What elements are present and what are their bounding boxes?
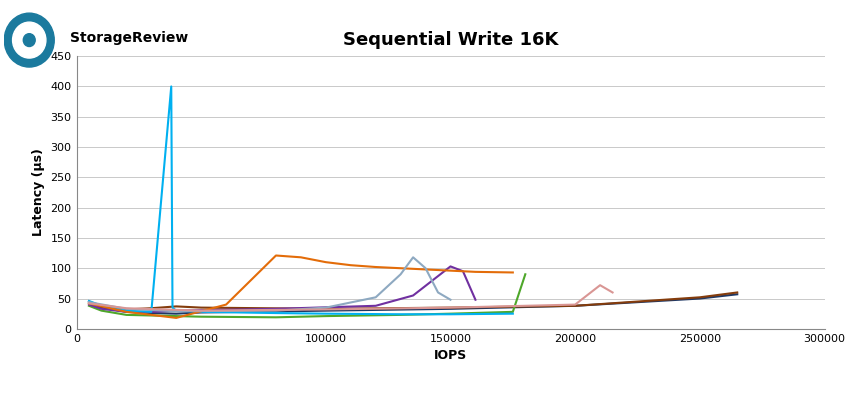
Title: Sequential Write 16K: Sequential Write 16K xyxy=(343,31,558,49)
Circle shape xyxy=(23,34,35,47)
Y-axis label: Latency (µs): Latency (µs) xyxy=(32,148,45,237)
Circle shape xyxy=(4,13,54,67)
Circle shape xyxy=(13,22,46,58)
Text: StorageReview: StorageReview xyxy=(70,31,188,45)
X-axis label: IOPS: IOPS xyxy=(434,349,468,362)
